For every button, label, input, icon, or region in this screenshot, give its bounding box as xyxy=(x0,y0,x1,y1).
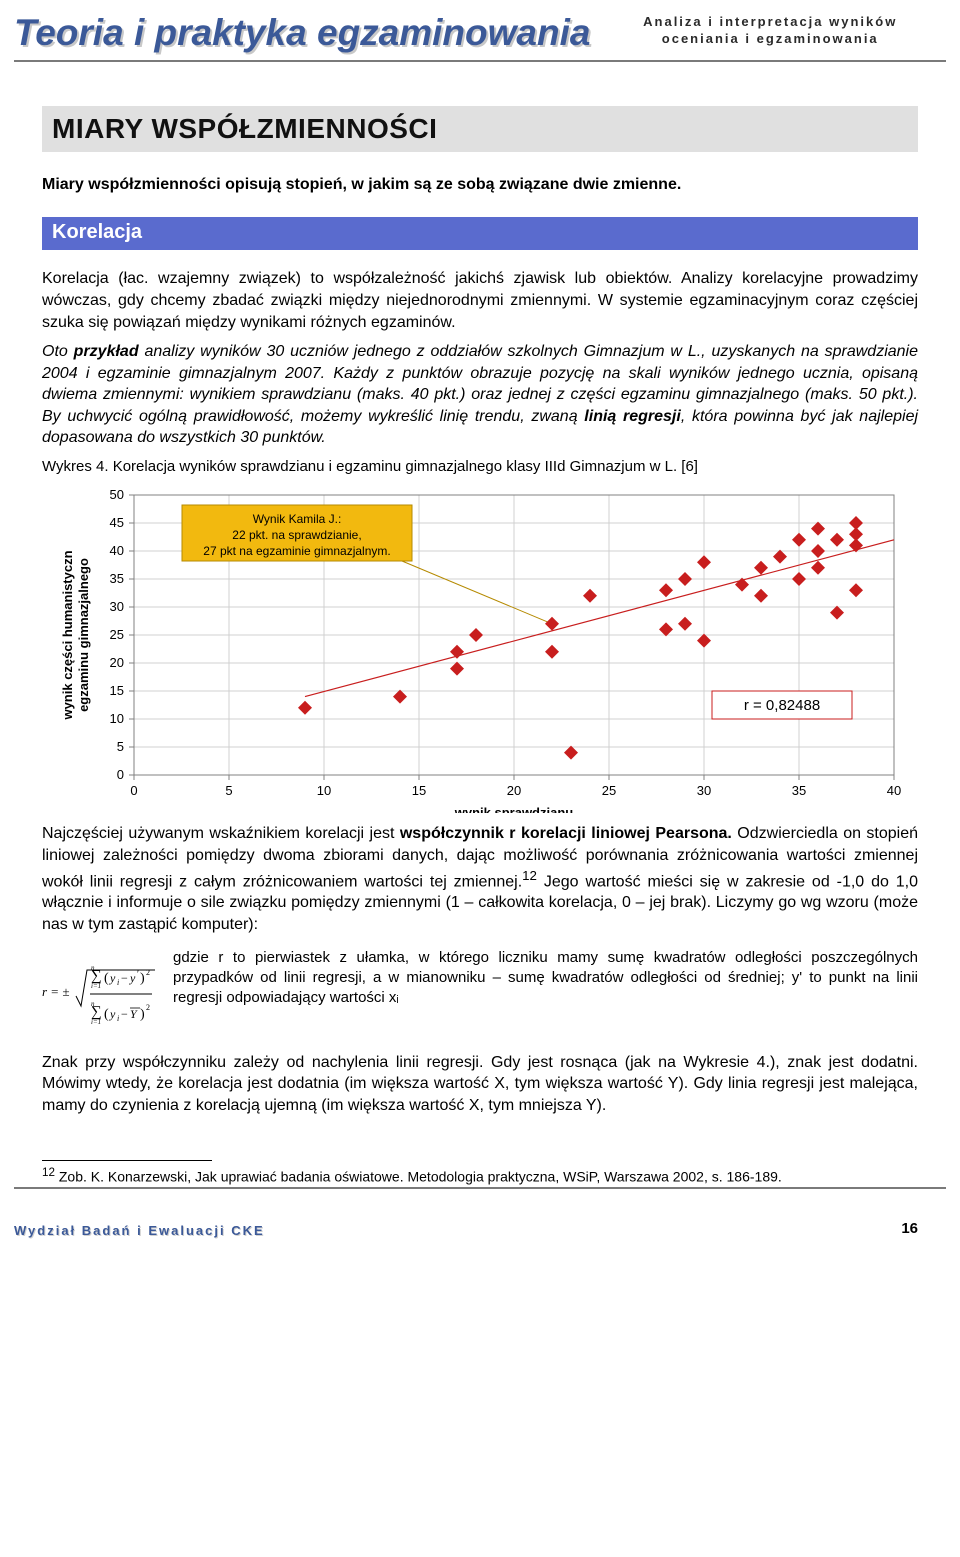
content-area: MIARY WSPÓŁZMIENNOŚCI Miary współzmienno… xyxy=(0,106,960,1187)
svg-text:10: 10 xyxy=(110,711,124,726)
svg-text:25: 25 xyxy=(110,627,124,642)
svg-text:(: ( xyxy=(104,1007,109,1022)
svg-text:Y: Y xyxy=(130,1007,138,1021)
correlation-scatter-svg: 0 5 10 15 20 25 30 35 40 0 5 10 15 20 25 30 35 40 45 50 Wyni… xyxy=(42,483,912,813)
footnote-num: 12 xyxy=(42,1166,55,1179)
brand-title: Teoria i praktyka egzaminowania xyxy=(14,8,590,58)
lead-paragraph: Miary współzmienności opisują stopień, w… xyxy=(42,174,918,196)
svg-text:15: 15 xyxy=(110,683,124,698)
footnote-text: Zob. K. Konarzewski, Jak uprawiać badani… xyxy=(55,1169,782,1185)
page-footer: Wydział Badań i Ewaluacji CKE 16 xyxy=(0,1219,960,1239)
paragraph-2-example: Oto przykład analizy wyników 30 uczniów … xyxy=(42,341,918,449)
svg-text:22 pkt. na sprawdzianie,: 22 pkt. na sprawdzianie, xyxy=(232,528,361,542)
svg-text:45: 45 xyxy=(110,515,124,530)
svg-text:40: 40 xyxy=(110,543,124,558)
svg-text:n: n xyxy=(91,1000,95,1008)
formula-image: r = ± ∑ n i=1 ( y i − y ′ ) 2 ∑ n xyxy=(42,948,157,1038)
svg-text:egzaminu gimnazjalnego: egzaminu gimnazjalnego xyxy=(76,558,91,712)
page-header: Teoria i praktyka egzaminowania Analiza … xyxy=(0,0,960,60)
paragraph-1: Korelacja (łac. wzajemny związek) to wsp… xyxy=(42,268,918,333)
footer-rule xyxy=(14,1187,946,1189)
svg-text:wynik części humanistyczn: wynik części humanistyczn xyxy=(60,551,75,721)
svg-text:0: 0 xyxy=(117,767,124,782)
svg-text:i: i xyxy=(117,978,119,987)
svg-text:wynik sprawdzianu: wynik sprawdzianu xyxy=(454,805,574,813)
svg-text:2: 2 xyxy=(146,1003,150,1012)
svg-text:10: 10 xyxy=(317,783,331,798)
page-number: 16 xyxy=(901,1219,918,1239)
formula-explain: gdzie r to pierwiastek z ułamka, w które… xyxy=(173,948,918,1009)
subsection-band: Korelacja xyxy=(42,217,918,250)
svg-text:5: 5 xyxy=(225,783,232,798)
footer-dept: Wydział Badań i Ewaluacji CKE xyxy=(14,1222,265,1240)
svg-text:): ) xyxy=(140,971,145,986)
svg-text:20: 20 xyxy=(110,655,124,670)
svg-text:i=1: i=1 xyxy=(91,982,101,990)
header-rule xyxy=(14,60,946,62)
header-subtitle: Analiza i interpretacja wyników oceniani… xyxy=(610,13,930,58)
paragraph-4-sign: Znak przy współczynniku zależy od nachyl… xyxy=(42,1052,918,1117)
section-title: MIARY WSPÓŁZMIENNOŚCI xyxy=(52,110,908,148)
chart-caption: Wykres 4. Korelacja wyników sprawdzianu … xyxy=(42,457,918,477)
svg-text:30: 30 xyxy=(110,599,124,614)
correlation-chart: 0 5 10 15 20 25 30 35 40 0 5 10 15 20 25 30 35 40 45 50 Wyni… xyxy=(42,483,918,813)
formula-row: r = ± ∑ n i=1 ( y i − y ′ ) 2 ∑ n xyxy=(42,948,918,1038)
footnote-rule xyxy=(42,1160,212,1161)
svg-text:30: 30 xyxy=(697,783,711,798)
svg-text:Wynik Kamila J.:: Wynik Kamila J.: xyxy=(253,512,342,526)
svg-text:0: 0 xyxy=(130,783,137,798)
footnote-12: 12 Zob. K. Konarzewski, Jak uprawiać bad… xyxy=(42,1165,918,1187)
svg-text:y: y xyxy=(109,1007,116,1021)
svg-text:i=1: i=1 xyxy=(91,1018,101,1026)
svg-text:−: − xyxy=(121,1007,128,1021)
svg-text:15: 15 xyxy=(412,783,426,798)
svg-text:): ) xyxy=(140,1007,145,1022)
svg-text:′: ′ xyxy=(137,969,139,979)
svg-text:35: 35 xyxy=(110,571,124,586)
paragraph-3-pearson: Najczęściej używanym wskaźnikiem korelac… xyxy=(42,823,918,935)
svg-text:y: y xyxy=(109,971,116,985)
svg-text:i: i xyxy=(117,1014,119,1023)
svg-text:y: y xyxy=(129,971,136,985)
svg-text:35: 35 xyxy=(792,783,806,798)
svg-text:27 pkt na egzaminie gimnazjaln: 27 pkt na egzaminie gimnazjalnym. xyxy=(203,544,390,558)
section-title-band: MIARY WSPÓŁZMIENNOŚCI xyxy=(42,106,918,152)
svg-text:20: 20 xyxy=(507,783,521,798)
svg-text:(: ( xyxy=(104,971,109,986)
svg-text:40: 40 xyxy=(887,783,901,798)
svg-text:5: 5 xyxy=(117,739,124,754)
svg-text:50: 50 xyxy=(110,487,124,502)
svg-text:r = 0,82488: r = 0,82488 xyxy=(744,697,820,714)
svg-text:25: 25 xyxy=(602,783,616,798)
svg-text:2: 2 xyxy=(146,968,150,977)
svg-text:−: − xyxy=(121,971,128,985)
svg-text:n: n xyxy=(91,964,95,972)
svg-text:r = ±: r = ± xyxy=(42,984,69,999)
